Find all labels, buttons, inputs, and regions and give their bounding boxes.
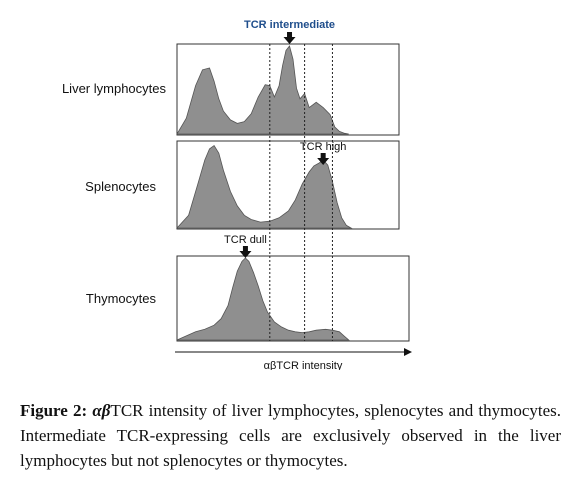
figure-caption: Figure 2: αβTCR intensity of liver lymph… bbox=[20, 398, 561, 473]
annotation-label-thymus: TCR dull bbox=[224, 234, 267, 246]
annotation-label-spleen: TCR high bbox=[300, 141, 346, 153]
annotation-label-liver: TCR intermediate bbox=[244, 19, 335, 31]
arrow-icon bbox=[239, 246, 252, 258]
histogram-spleen bbox=[176, 145, 353, 229]
arrow-icon bbox=[317, 153, 330, 165]
arrow-icon bbox=[283, 32, 296, 44]
panel-liver: Liver lymphocytes bbox=[62, 43, 400, 136]
annotation-thymus: TCR dull bbox=[224, 234, 267, 258]
histogram-liver bbox=[176, 45, 349, 135]
panel-thymus: Thymocytes bbox=[86, 255, 410, 342]
histogram-figure: Liver lymphocytes Splenocytes Thymocytes… bbox=[62, 19, 412, 370]
panel-spleen: Splenocytes bbox=[85, 140, 400, 230]
x-axis-arrowhead-icon bbox=[404, 348, 412, 356]
panel-frame-thymus bbox=[176, 255, 410, 342]
annotation-liver: TCR intermediate bbox=[244, 19, 335, 44]
caption-figure-number: Figure 2: bbox=[20, 401, 88, 420]
panel-frame-spleen bbox=[176, 140, 400, 230]
caption-body: TCR intensity of liver lymphocytes, sple… bbox=[20, 401, 561, 470]
panel-frame-liver bbox=[176, 43, 400, 136]
x-axis: αβTCR intensity bbox=[175, 348, 412, 370]
panel-label-spleen: Splenocytes bbox=[85, 179, 156, 194]
panel-label-liver: Liver lymphocytes bbox=[62, 81, 167, 96]
histogram-thymus bbox=[176, 257, 350, 341]
panel-label-thymus: Thymocytes bbox=[86, 291, 157, 306]
annotation-spleen: TCR high bbox=[300, 141, 346, 165]
caption-greek-prefix: αβ bbox=[92, 401, 111, 420]
x-axis-label: αβTCR intensity bbox=[264, 360, 343, 370]
